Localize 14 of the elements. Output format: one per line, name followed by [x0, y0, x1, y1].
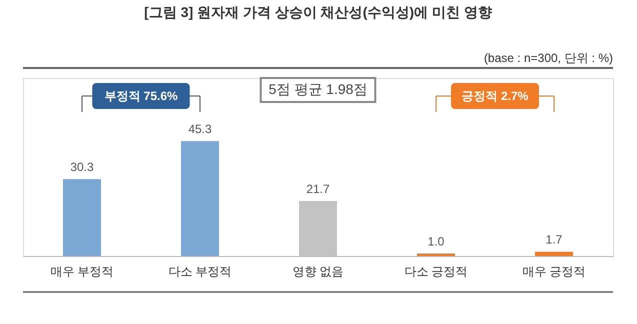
data-label: 1.7	[546, 232, 563, 247]
data-label: 30.3	[70, 160, 94, 174]
text: 5점 평균 1.98점	[268, 81, 368, 97]
chart-subtitle: (base : n=300, 단위 : %)	[484, 51, 613, 65]
x-tick-label: 매우 긍정적	[522, 264, 586, 278]
x-tick-label: 영향 없음	[292, 264, 344, 278]
text: 부정적 75.6%	[104, 89, 178, 103]
chart-title: [그림 3] 원자재 가격 상승이 채산성(수익성)에 미친 영향	[144, 4, 492, 20]
x-tick-label: 매우 부정적	[50, 264, 114, 278]
data-label: 1.0	[428, 234, 445, 248]
x-tick-label: 다소 부정적	[168, 264, 232, 278]
x-tick-label: 다소 긍정적	[404, 264, 468, 278]
data-label: 45.3	[188, 122, 212, 136]
data-label: 21.7	[306, 182, 330, 196]
